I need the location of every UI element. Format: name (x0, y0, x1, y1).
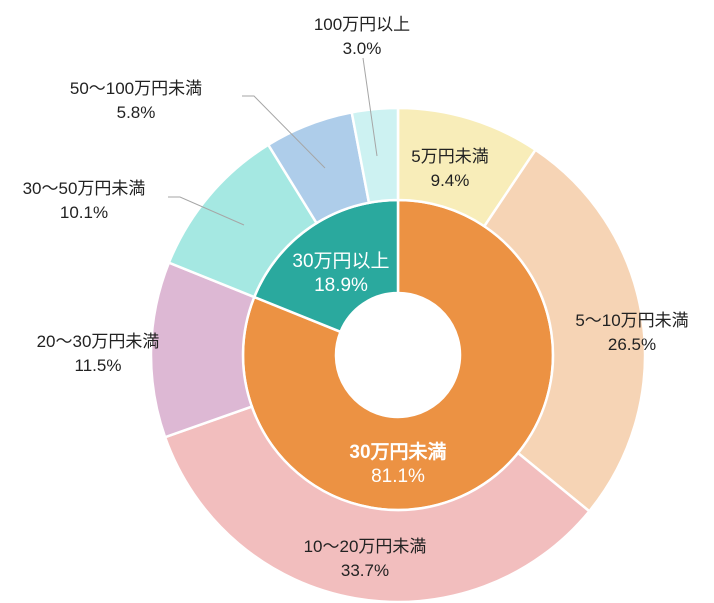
outer-value-0: 9.4% (431, 171, 470, 190)
outer-slice-1 (482, 148, 647, 514)
outer-value-2: 33.7% (341, 561, 389, 580)
outer-label-1: 5～10万円未満 (575, 311, 688, 330)
inner-value-0: 81.1% (371, 466, 425, 487)
outer-label-0: 5万円未満 (411, 147, 488, 166)
outer-value-4: 10.1% (60, 203, 108, 222)
outer-label-5: 50～100万円未満 (70, 79, 202, 98)
outer-value-3: 11.5% (75, 356, 122, 375)
outer-slice-2 (163, 404, 592, 603)
outer-value-5: 5.8% (117, 103, 156, 122)
inner-value-1: 18.9% (314, 275, 368, 296)
outer-leader-line-4 (168, 196, 245, 226)
outer-value-6: 3.0% (343, 39, 382, 58)
outer-label-6: 100万円以上 (314, 15, 410, 34)
outer-label-2: 10～20万円未満 (304, 537, 427, 556)
outer-value-1: 26.5% (608, 335, 656, 354)
outer-slice-6 (350, 106, 400, 205)
inner-label-0: 30万円未満 (349, 440, 446, 463)
outer-leader-line-6 (362, 57, 378, 157)
outer-label-4: 30～50万円未満 (23, 179, 146, 198)
inner-label-1: 30万円以上 (292, 250, 389, 272)
outer-label-3: 20～30万円未満 (37, 332, 160, 351)
outer-leader-line-5 (242, 95, 326, 169)
